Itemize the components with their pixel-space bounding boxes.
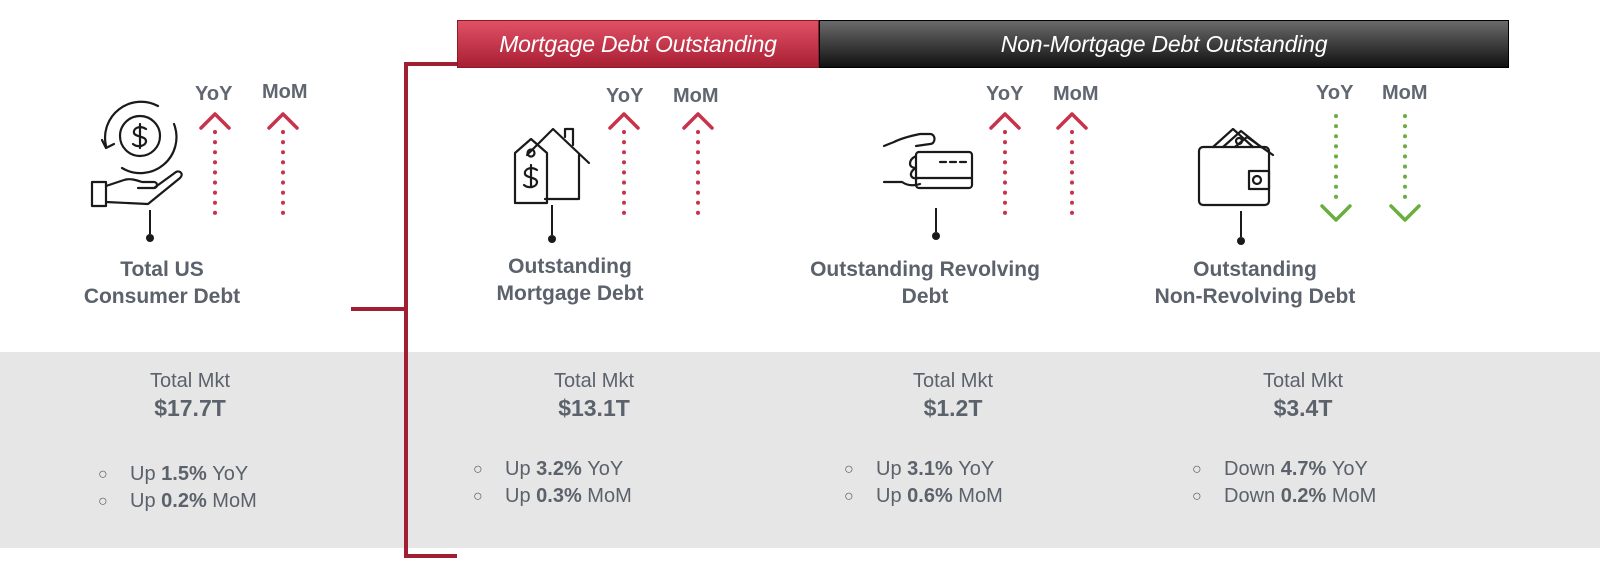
change-list: ○ Up 3.1% YoY ○ Up 0.6% MoM bbox=[844, 458, 1003, 507]
total-mkt-value: $13.1T bbox=[558, 395, 630, 421]
mom-label: MoM bbox=[673, 85, 719, 107]
item-title: Total US Consumer Debt bbox=[83, 258, 241, 308]
mom-up-arrow-icon bbox=[267, 112, 299, 224]
item-title: Outstanding Non-Revolving Debt bbox=[1154, 258, 1356, 308]
non-mortgage-header: Non-Mortgage Debt Outstanding bbox=[819, 20, 1509, 68]
yoy-label: YoY bbox=[986, 83, 1024, 105]
hand-coin-icon bbox=[90, 100, 183, 242]
total-mkt-label: Total Mkt bbox=[149, 370, 231, 392]
total-mkt-label: Total Mkt bbox=[1262, 370, 1344, 392]
mom-label: MoM bbox=[1053, 83, 1099, 105]
yoy-up-arrow-icon bbox=[608, 112, 640, 224]
total-mkt-value: $3.4T bbox=[1273, 395, 1333, 421]
mom-up-arrow-icon bbox=[1056, 112, 1088, 224]
wallet-icon bbox=[1197, 127, 1275, 245]
hand-credit-card-icon bbox=[882, 132, 974, 240]
mom-down-arrow-icon bbox=[1389, 114, 1421, 222]
yoy-down-arrow-icon bbox=[1320, 114, 1352, 222]
yoy-up-arrow-icon bbox=[989, 112, 1021, 224]
change-list: ○ Up 3.2% YoY ○ Up 0.3% MoM bbox=[473, 458, 632, 507]
change-list: ○ Down 4.7% YoY ○ Down 0.2% MoM bbox=[1192, 458, 1377, 507]
item-title: Outstanding Mortgage Debt bbox=[496, 255, 644, 305]
house-price-tag-icon bbox=[513, 127, 591, 243]
item-title: Outstanding Revolving Debt bbox=[810, 258, 1040, 308]
mom-label: MoM bbox=[1382, 82, 1428, 104]
mom-label: MoM bbox=[262, 81, 308, 103]
total-mkt-value: $1.2T bbox=[923, 395, 983, 421]
total-mkt-value: $17.7T bbox=[154, 395, 226, 421]
yoy-label: YoY bbox=[195, 83, 233, 105]
yoy-label: YoY bbox=[1316, 82, 1354, 104]
total-mkt-label: Total Mkt bbox=[553, 370, 635, 392]
mom-up-arrow-icon bbox=[682, 112, 714, 224]
yoy-label: YoY bbox=[606, 85, 644, 107]
change-list: ○ Up 1.5% YoY ○ Up 0.2% MoM bbox=[98, 463, 257, 512]
summary-band bbox=[0, 352, 1600, 548]
mortgage-header: Mortgage Debt Outstanding bbox=[457, 20, 819, 68]
yoy-up-arrow-icon bbox=[199, 112, 231, 224]
total-mkt-label: Total Mkt bbox=[912, 370, 994, 392]
